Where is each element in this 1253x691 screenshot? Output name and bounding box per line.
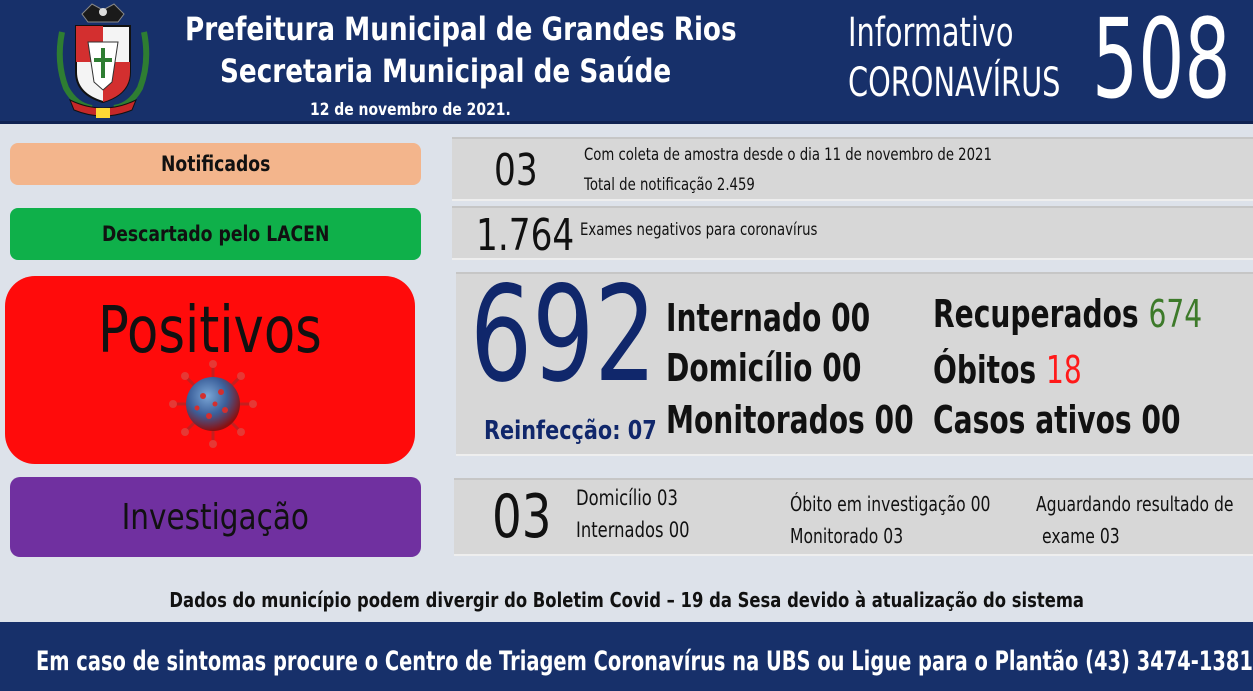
casos-ativos-text: Casos ativos 00	[933, 398, 1181, 442]
disclaimer-note: Dados do município podem divergir do Bol…	[0, 588, 1253, 612]
aguardando-resultado-line2: exame 03	[1042, 524, 1120, 548]
investigacao-label: Investigação	[121, 496, 310, 538]
positivos-panel: 692 Reinfecção: 07 Internado 00 Domicíli…	[456, 258, 1253, 456]
municipal-coat-of-arms-icon	[56, 3, 150, 118]
investigacao-internados: Internados 00	[576, 518, 690, 542]
descartado-label: Descartado pelo LACEN	[101, 222, 330, 246]
prefecture-title: Prefeitura Municipal de Grandes Rios	[185, 10, 737, 48]
aguardando-resultado-line1: Aguardando resultado de	[1036, 492, 1234, 516]
descartado-panel: 1.764 Exames negativos para coronavírus	[452, 206, 1253, 261]
internado-text: Internado 00	[666, 296, 871, 340]
informativo-label: Informativo	[848, 10, 1014, 56]
descartado-value: 1.764	[476, 210, 575, 261]
investigacao-panel: 03 Domicílio 03 Internados 00 Óbito em i…	[454, 478, 1253, 556]
positivos-label-box: Positivos	[5, 276, 415, 464]
disclaimer-text: Dados do município podem divergir do Bol…	[169, 588, 1084, 612]
investigacao-domicilio: Domicílio 03	[576, 486, 678, 510]
coronavirus-label: CORONAVÍRUS	[848, 60, 1061, 106]
investigacao-monitorado: Monitorado 03	[790, 524, 904, 548]
domicilio-text: Domicílio 00	[666, 346, 862, 390]
recuperados-label: Recuperados	[933, 292, 1139, 336]
investigacao-value: 03	[492, 482, 552, 552]
descartado-text: Exames negativos para coronavírus	[580, 220, 818, 240]
bulletin-date: 12 de novembro de 2021.	[310, 100, 511, 120]
obitos-line: Óbitos 18	[933, 348, 1082, 392]
notificados-panel: 03 Com coleta de amostra desde o dia 11 …	[452, 137, 1253, 201]
obitos-value: 18	[1045, 348, 1082, 392]
monitorados-text: Monitorados 00	[666, 398, 914, 442]
health-secretariat-title: Secretaria Municipal de Saúde	[220, 52, 672, 90]
notificados-label: Notificados	[160, 152, 271, 176]
notificados-label-box: Notificados	[10, 143, 421, 185]
recuperados-value: 674	[1148, 292, 1203, 336]
positivos-label: Positivos	[98, 294, 322, 368]
notificados-collection-text: Com coleta de amostra desde o dia 11 de …	[584, 145, 992, 165]
contact-banner: Em caso de sintomas procure o Centro de …	[0, 622, 1253, 691]
header-banner: Prefeitura Municipal de Grandes Rios Sec…	[0, 0, 1253, 124]
coronavirus-icon	[169, 360, 257, 448]
contact-text: Em caso de sintomas procure o Centro de …	[36, 646, 1253, 677]
investigacao-obito: Óbito em investigação 00	[790, 492, 991, 516]
reinfeccao-text: Reinfecção: 07	[484, 416, 657, 446]
positivos-value: 692	[470, 258, 657, 412]
investigacao-label-box: Investigação	[10, 477, 421, 557]
notificados-total-text: Total de notificação 2.459	[584, 175, 755, 195]
bulletin-number: 508	[1092, 0, 1231, 123]
notificados-value: 03	[494, 145, 538, 196]
descartado-label-box: Descartado pelo LACEN	[10, 208, 421, 260]
recuperados-line: Recuperados 674	[933, 292, 1202, 336]
obitos-label: Óbitos	[933, 348, 1037, 392]
